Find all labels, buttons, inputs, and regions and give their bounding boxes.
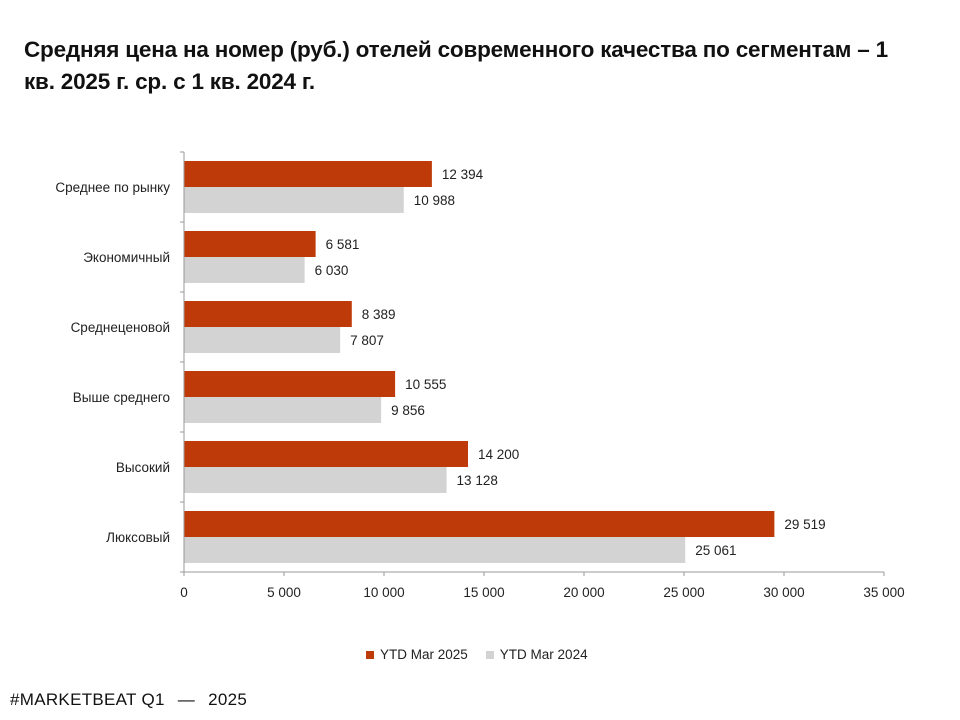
legend-item-2024: YTD Mar 2024 [485,647,588,662]
bar-2024-3 [184,397,382,423]
category-label-0: Среднее по рынку [55,180,170,195]
value-label-2025-0: 12 394 [442,167,484,182]
footer-brand-text: #MARKETBEAT Q1 [10,690,165,709]
chart-legend: YTD Mar 2025 YTD Mar 2024 [366,647,588,662]
bar-2025-1 [184,231,316,257]
category-label-1: Экономичный [83,250,170,265]
bar-2025-2 [184,301,352,327]
x-tick-label-5: 25 000 [663,585,704,600]
footer-dash: — [177,690,196,709]
value-label-2024-0: 10 988 [414,193,455,208]
value-label-2024-3: 9 856 [391,403,425,418]
legend-label-2024: YTD Mar 2024 [499,647,588,662]
chart-title: Средняя цена на номер (руб.) отелей совр… [24,37,888,94]
legend-label-2025: YTD Mar 2025 [380,647,468,662]
category-label-5: Люксовый [106,530,170,545]
value-label-2024-1: 6 030 [315,263,349,278]
x-tick-label-0: 0 [180,585,188,600]
x-tick-label-7: 35 000 [863,585,904,600]
value-label-2024-4: 13 128 [457,473,498,488]
category-label-4: Высокий [116,460,170,475]
bar-2024-2 [184,327,341,353]
value-label-2025-3: 10 555 [405,377,446,392]
x-tick-label-3: 15 000 [463,585,504,600]
x-tick-label-6: 30 000 [763,585,804,600]
bar-2024-4 [184,467,447,493]
bar-2025-3 [184,371,396,397]
category-label-2: Среднеценовой [71,320,170,335]
footer-brand: #MARKETBEAT Q1 — 2025 [10,690,247,710]
bar-2024-0 [184,187,404,213]
value-label-2025-1: 6 581 [326,237,360,252]
value-label-2024-2: 7 807 [350,333,384,348]
x-tick-label-2: 10 000 [363,585,404,600]
bar-2024-1 [184,257,305,283]
footer-year: 2025 [208,690,248,709]
legend-swatch-2024 [485,650,494,659]
bar-2025-5 [184,511,775,537]
legend-swatch-2025 [366,650,374,659]
x-tick-label-1: 5 000 [267,585,301,600]
value-label-2024-5: 25 061 [695,543,736,558]
bar-2025-4 [184,441,468,467]
x-tick-label-4: 20 000 [563,585,604,600]
bar-2025-0 [184,161,432,187]
value-label-2025-2: 8 389 [362,307,396,322]
value-label-2025-5: 29 519 [784,517,825,532]
category-label-3: Выше среднего [73,390,170,405]
value-label-2025-4: 14 200 [478,447,519,462]
bar-2024-5 [184,537,686,563]
legend-item-2025: YTD Mar 2025 [366,647,468,662]
